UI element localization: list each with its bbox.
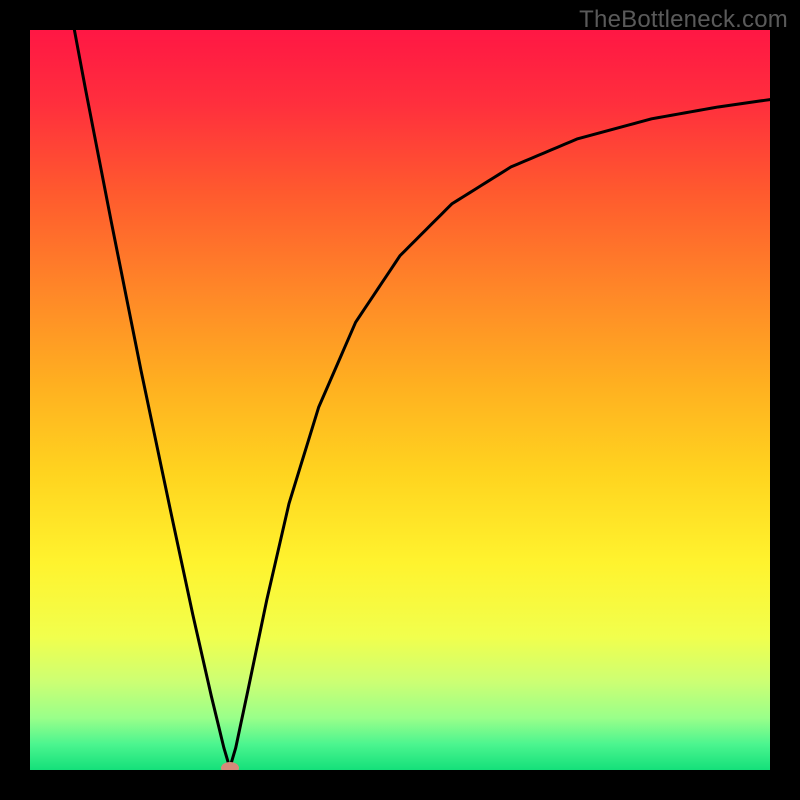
bottleneck-curve <box>30 30 770 770</box>
minimum-point-marker <box>221 762 239 770</box>
curve-right-branch <box>230 100 770 768</box>
watermark-text: TheBottleneck.com <box>579 6 788 34</box>
plot-area <box>30 30 770 770</box>
curve-left-branch <box>74 30 229 768</box>
chart-frame: TheBottleneck.com <box>0 0 800 800</box>
